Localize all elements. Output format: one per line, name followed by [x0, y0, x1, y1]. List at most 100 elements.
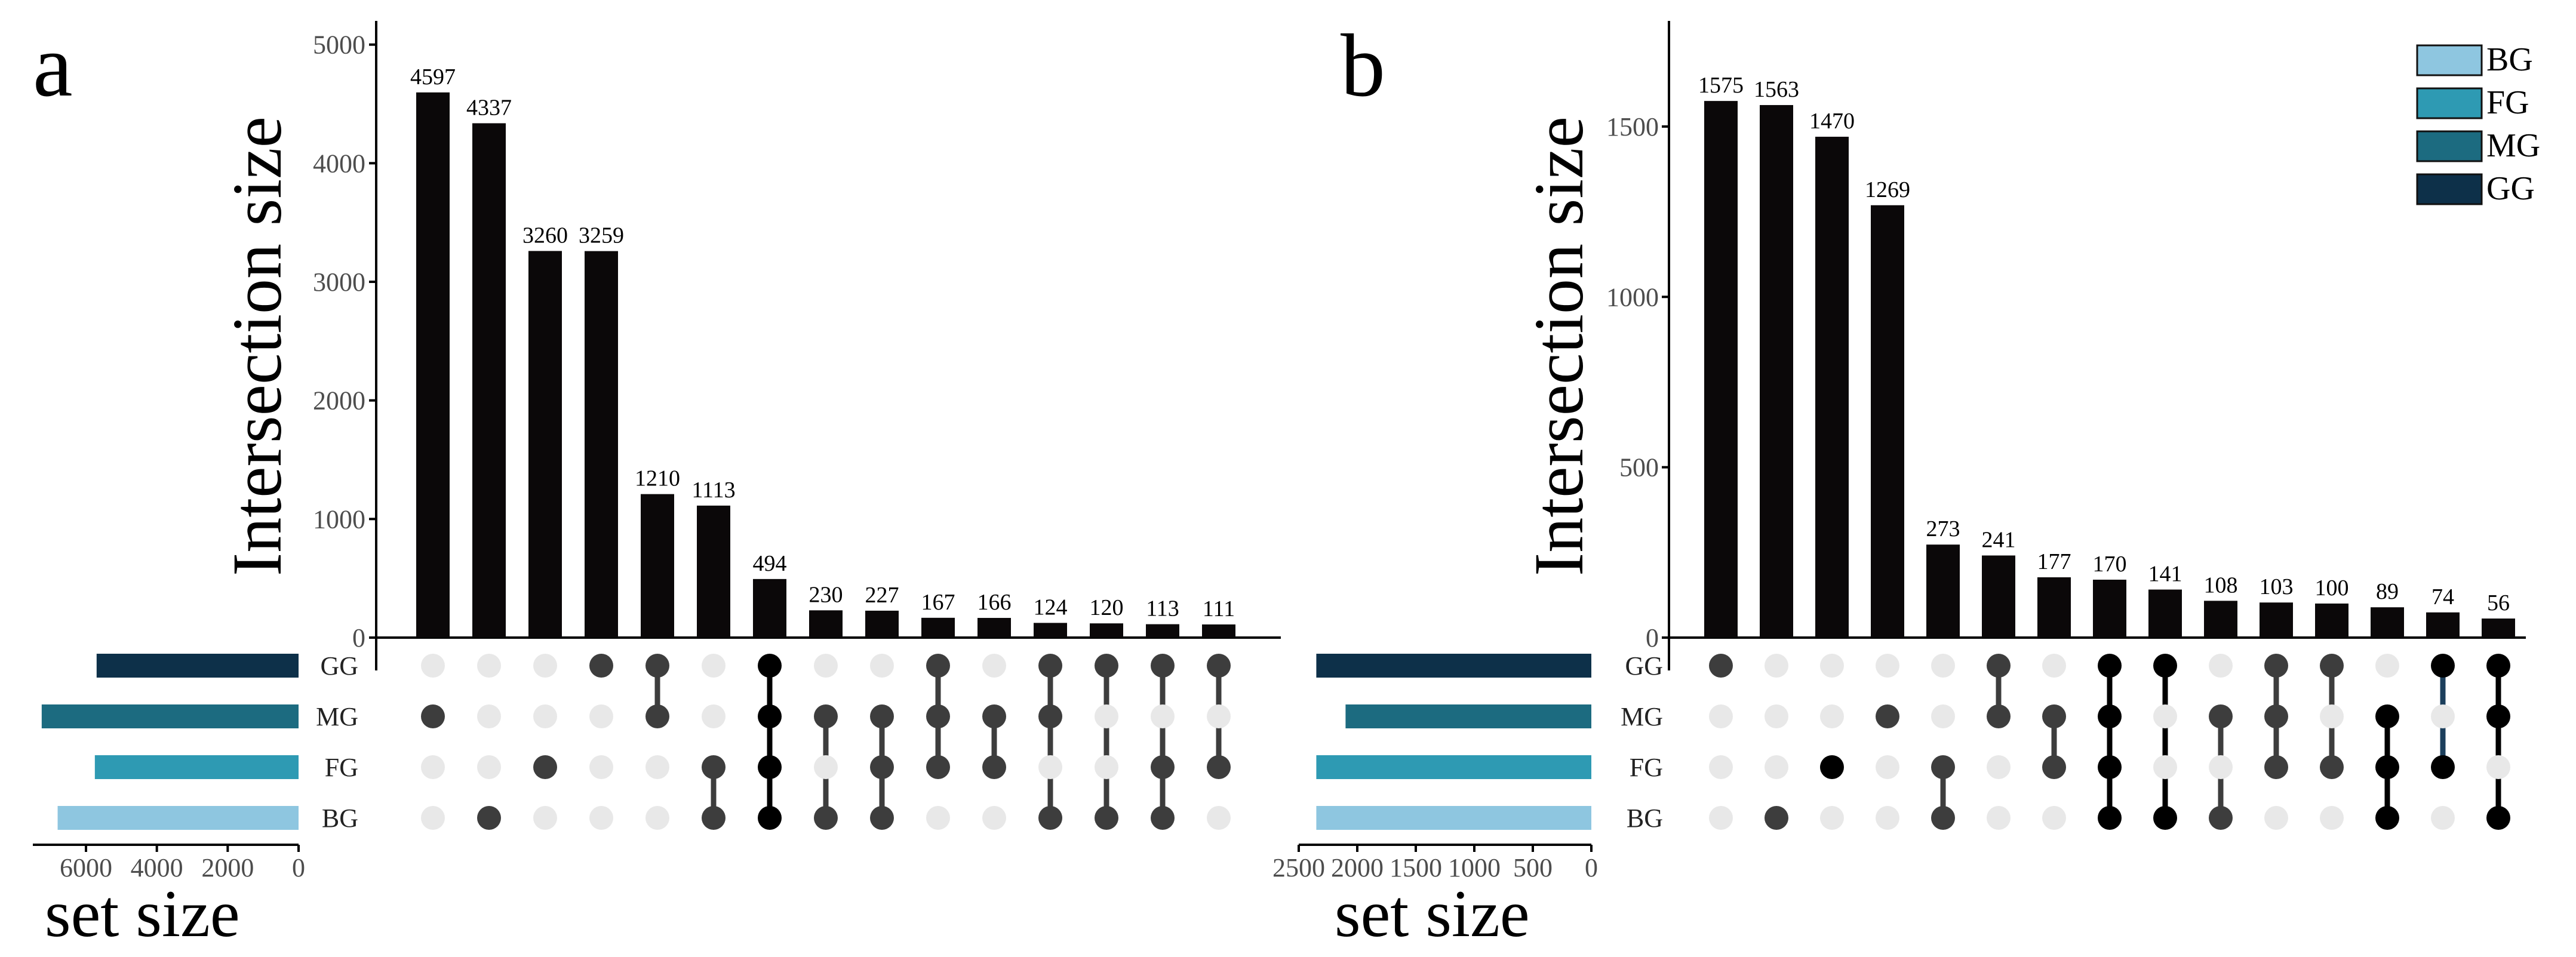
matrix-dot-inactive	[982, 654, 1006, 678]
bar-value-label: 108	[2204, 573, 2238, 598]
matrix-dot-inactive	[2486, 755, 2510, 779]
intersection-bar	[2204, 601, 2237, 638]
y-tick-label: 2000	[313, 386, 365, 416]
y-axis-label: Intersection size	[1520, 116, 1598, 576]
bar-value-label: 141	[2148, 562, 2182, 587]
set-label: GG	[320, 651, 358, 681]
y-tick-label: 1500	[1606, 112, 1659, 141]
set-size-tick-label: 4000	[131, 853, 183, 882]
set-size-tick-label: 0	[1585, 853, 1598, 882]
matrix-dot-inactive	[1765, 654, 1788, 678]
matrix-dot-active	[2042, 704, 2066, 728]
matrix-dot-inactive	[702, 704, 726, 728]
bar-value-label: 100	[2315, 576, 2349, 601]
y-tick-label: 1000	[313, 504, 365, 534]
bar-value-label: 170	[2093, 552, 2127, 577]
set-size-tick-label: 6000	[60, 853, 112, 882]
matrix-dot-inactive	[1876, 755, 1899, 779]
matrix-dot-inactive	[1151, 704, 1175, 728]
bar-value-label: 4337	[466, 95, 512, 120]
set-size-tick-label: 2000	[201, 853, 254, 882]
matrix-dot-inactive	[477, 755, 501, 779]
legend-swatch	[2416, 173, 2483, 205]
matrix-dot-active	[758, 704, 782, 728]
intersection-bar	[977, 618, 1011, 638]
bar-value-label: 89	[2376, 579, 2399, 604]
matrix-dot-inactive	[2153, 704, 2177, 728]
matrix-dot-inactive	[645, 806, 669, 830]
matrix-dot-inactive	[702, 654, 726, 678]
set-label: FG	[325, 753, 358, 782]
matrix-dot-active	[2431, 654, 2455, 678]
bar-value-label: 74	[2431, 584, 2454, 610]
matrix-dot-active	[1038, 704, 1062, 728]
y-tick-label: 4000	[313, 149, 365, 178]
matrix-dot-active	[1151, 806, 1175, 830]
intersection-bar	[697, 505, 730, 638]
y-tick-label: 1000	[1606, 282, 1659, 312]
intersection-bar	[1090, 623, 1123, 638]
matrix-dot-inactive	[2375, 654, 2399, 678]
matrix-dot-inactive	[477, 704, 501, 728]
matrix-dot-inactive	[589, 755, 613, 779]
matrix-dot-active	[814, 704, 838, 728]
matrix-dot-inactive	[2264, 806, 2288, 830]
matrix-dot-active	[982, 704, 1006, 728]
matrix-dot-inactive	[589, 704, 613, 728]
matrix-dot-active	[982, 755, 1006, 779]
matrix-dot-active	[870, 755, 894, 779]
matrix-dot-active	[2042, 755, 2066, 779]
matrix-dot-inactive	[2153, 755, 2177, 779]
matrix-dot-inactive	[533, 806, 557, 830]
bar-value-label: 120	[1090, 595, 1124, 620]
matrix-dot-active	[1987, 654, 2011, 678]
matrix-dot-inactive	[421, 755, 445, 779]
matrix-dot-inactive	[645, 755, 669, 779]
set-label: GG	[1625, 651, 1663, 681]
matrix-dot-inactive	[1931, 654, 1955, 678]
matrix-dot-inactive	[1931, 704, 1955, 728]
matrix-dot-inactive	[2320, 704, 2344, 728]
matrix-dot-active	[645, 654, 669, 678]
matrix-dot-inactive	[2209, 755, 2233, 779]
matrix-dot-inactive	[982, 806, 1006, 830]
matrix-dot-active	[2098, 704, 2122, 728]
bar-value-label: 4597	[410, 64, 456, 90]
matrix-dot-active	[870, 704, 894, 728]
matrix-dot-active	[1038, 806, 1062, 830]
matrix-dot-inactive	[477, 654, 501, 678]
matrix-dot-inactive	[1876, 654, 1899, 678]
bar-value-label: 103	[2260, 574, 2294, 599]
intersection-bar	[809, 610, 843, 638]
matrix-dot-active	[2264, 654, 2288, 678]
matrix-dot-inactive	[421, 806, 445, 830]
matrix-dot-active	[2153, 806, 2177, 830]
legend-label: BG	[2486, 41, 2533, 78]
matrix-dot-active	[533, 755, 557, 779]
matrix-dot-inactive	[421, 654, 445, 678]
bar-value-label: 227	[865, 583, 899, 608]
matrix-dot-inactive	[1820, 806, 1844, 830]
bar-value-label: 167	[921, 590, 955, 615]
bar-value-label: 1210	[635, 466, 680, 491]
matrix-dot-inactive	[814, 755, 838, 779]
y-tick-label: 5000	[313, 30, 365, 60]
y-tick-label: 0	[352, 623, 365, 653]
matrix-dot-inactive	[1820, 704, 1844, 728]
matrix-dot-active	[1709, 654, 1733, 678]
set-size-tick-label: 2500	[1272, 853, 1325, 882]
matrix-dot-active	[926, 704, 950, 728]
matrix-dot-inactive	[870, 654, 894, 678]
matrix-dot-active	[1876, 704, 1899, 728]
matrix-dot-active	[1765, 806, 1788, 830]
matrix-dot-inactive	[533, 704, 557, 728]
matrix-dot-inactive	[1876, 806, 1899, 830]
set-label: MG	[316, 702, 358, 731]
intersection-bar	[2260, 602, 2293, 638]
matrix-dot-active	[477, 806, 501, 830]
intersection-bar	[585, 251, 618, 638]
matrix-dot-active	[1151, 755, 1175, 779]
set-size-tick-label: 1500	[1390, 853, 1442, 882]
legend-swatch	[2416, 44, 2483, 76]
